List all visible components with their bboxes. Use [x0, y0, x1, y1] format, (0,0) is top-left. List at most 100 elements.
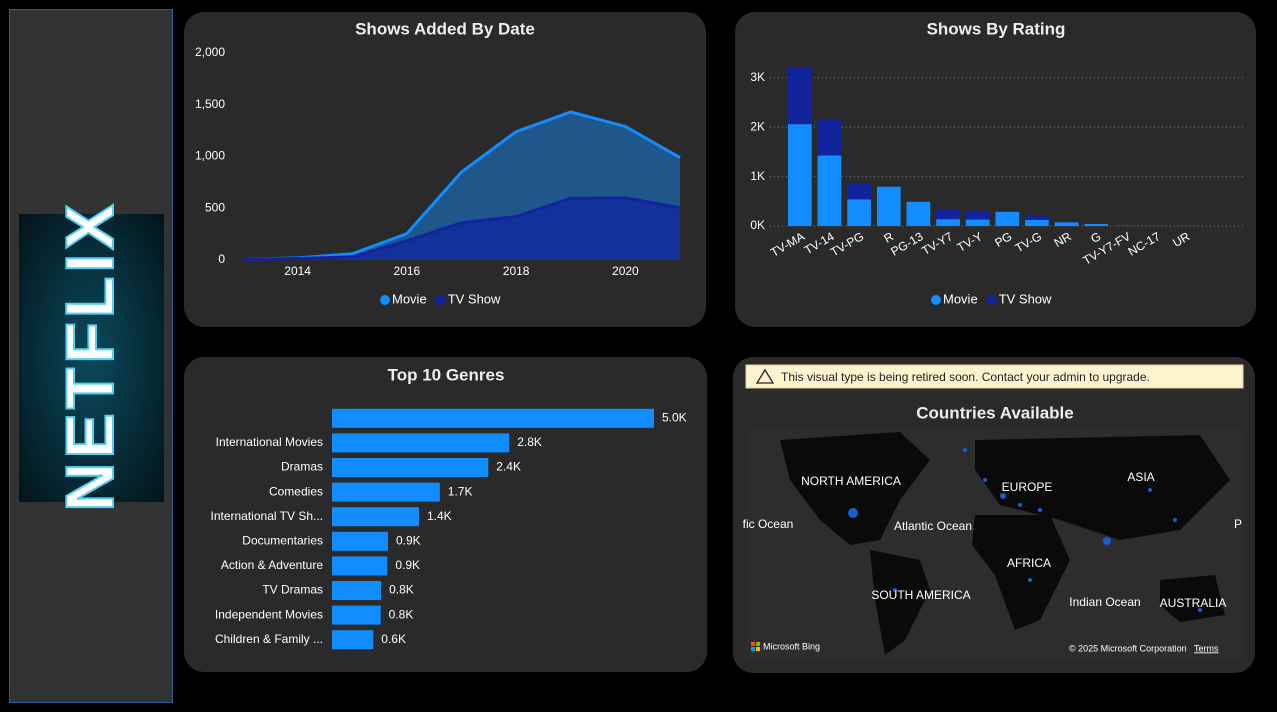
map-label: NORTH AMERICA — [801, 474, 901, 488]
logo: NETFLIX — [52, 200, 128, 511]
map-dot — [1148, 488, 1152, 492]
land — [870, 550, 930, 655]
data-label: 2.4K — [496, 460, 521, 474]
y-tick-label: Comedies — [269, 484, 323, 498]
bar — [332, 531, 388, 551]
bar — [332, 581, 382, 600]
map-label: EUROPE — [1002, 480, 1053, 494]
bar — [1084, 223, 1109, 226]
data-label: 1.4K — [427, 509, 452, 523]
bar — [332, 458, 489, 477]
map-title: Countries Available — [916, 403, 1073, 422]
land — [1160, 575, 1225, 622]
y-tick-label: Dramas — [281, 460, 323, 474]
data-label: 1.7K — [448, 484, 473, 498]
map-dot — [848, 508, 858, 518]
bar — [332, 408, 654, 428]
map-label: AUSTRALIA — [1160, 596, 1227, 610]
chart-title: Shows By Rating — [927, 19, 1066, 38]
data-label: 0.9K — [396, 533, 421, 547]
card — [184, 357, 707, 672]
bar — [936, 209, 960, 220]
logo-box — [19, 214, 164, 502]
bar — [965, 210, 990, 220]
bar — [332, 507, 420, 527]
bing-icon — [756, 647, 760, 651]
bar — [965, 219, 990, 226]
y-tick-label: International Movies — [216, 435, 323, 449]
y-tick-label: 2K — [750, 119, 765, 133]
map-label: ASIA — [1127, 470, 1154, 484]
map-label: fic Ocean — [743, 517, 794, 531]
legend-label: TV Show — [448, 291, 501, 306]
y-tick-label: 500 — [205, 200, 225, 214]
bar — [817, 119, 842, 156]
data-label: 5.0K — [662, 410, 687, 424]
bar — [1025, 219, 1049, 226]
bar — [787, 124, 812, 226]
chart-title: Shows Added By Date — [355, 19, 535, 38]
warning-text: This visual type is being retired soon. … — [781, 370, 1150, 384]
legend-label: Movie — [392, 291, 427, 306]
bar — [847, 199, 871, 226]
x-tick-label: 2014 — [284, 264, 311, 278]
y-tick-label: 2,000 — [195, 45, 225, 59]
legend-marker — [380, 295, 390, 305]
y-tick-label: 1,000 — [195, 149, 225, 163]
x-tick-label: 2016 — [394, 264, 421, 278]
map-dot — [1018, 503, 1022, 507]
y-tick-label: International TV Sh... — [210, 509, 323, 523]
land — [972, 515, 1070, 630]
y-tick-label: Documentaries — [242, 533, 323, 547]
area — [243, 197, 680, 260]
y-tick-label: 1K — [750, 169, 765, 183]
y-tick-label: Children & Family ... — [215, 632, 323, 646]
card — [735, 12, 1256, 327]
map-dot — [983, 478, 987, 482]
bar — [332, 556, 388, 576]
map-dot — [1198, 608, 1202, 612]
line — [242, 196, 681, 261]
y-tick-label: Independent Movies — [215, 607, 323, 621]
y-tick-label: 3K — [750, 70, 765, 84]
map-dot — [1103, 537, 1111, 545]
bing-icon — [756, 642, 760, 646]
x-tick-label: 2020 — [612, 264, 639, 278]
warning-banner — [745, 364, 1244, 389]
bar — [847, 183, 871, 200]
bar — [936, 219, 960, 226]
y-tick-label: 0K — [750, 218, 765, 232]
map-label: P — [1234, 517, 1242, 531]
bar — [1054, 222, 1079, 226]
bar — [876, 186, 901, 226]
map-attribution: Microsoft Bing — [763, 641, 820, 651]
map-dot — [1028, 578, 1032, 582]
map-terms[interactable]: Terms — [1194, 643, 1219, 653]
land — [780, 432, 930, 545]
warning-icon — [755, 368, 775, 384]
data-label: 0.8K — [389, 583, 414, 597]
map-dot — [893, 588, 897, 592]
map-dot — [1000, 493, 1006, 499]
map-dot — [1038, 508, 1042, 512]
map-label: SOUTH AMERICA — [871, 588, 970, 602]
map-copyright: © 2025 Microsoft Corporation — [1069, 643, 1187, 653]
map-dot — [1173, 518, 1177, 522]
bing-icon — [751, 647, 755, 651]
map-label: Indian Ocean — [1069, 595, 1140, 609]
legend-label: Movie — [943, 291, 978, 306]
map-dot — [963, 448, 967, 452]
y-tick-label: TV Dramas — [262, 583, 323, 597]
map-card: This visual type is being retired soon. … — [743, 364, 1244, 660]
map-label: AFRICA — [1007, 556, 1051, 570]
bar — [787, 67, 812, 125]
legend-marker — [986, 295, 997, 305]
legend-marker — [435, 295, 446, 305]
x-tick-label: 2018 — [503, 264, 530, 278]
data-label: 0.8K — [389, 607, 414, 621]
data-label: 2.8K — [517, 435, 542, 449]
legend-marker — [931, 295, 941, 305]
map-label: Atlantic Ocean — [894, 519, 972, 533]
y-tick-label: 1,500 — [195, 97, 225, 111]
